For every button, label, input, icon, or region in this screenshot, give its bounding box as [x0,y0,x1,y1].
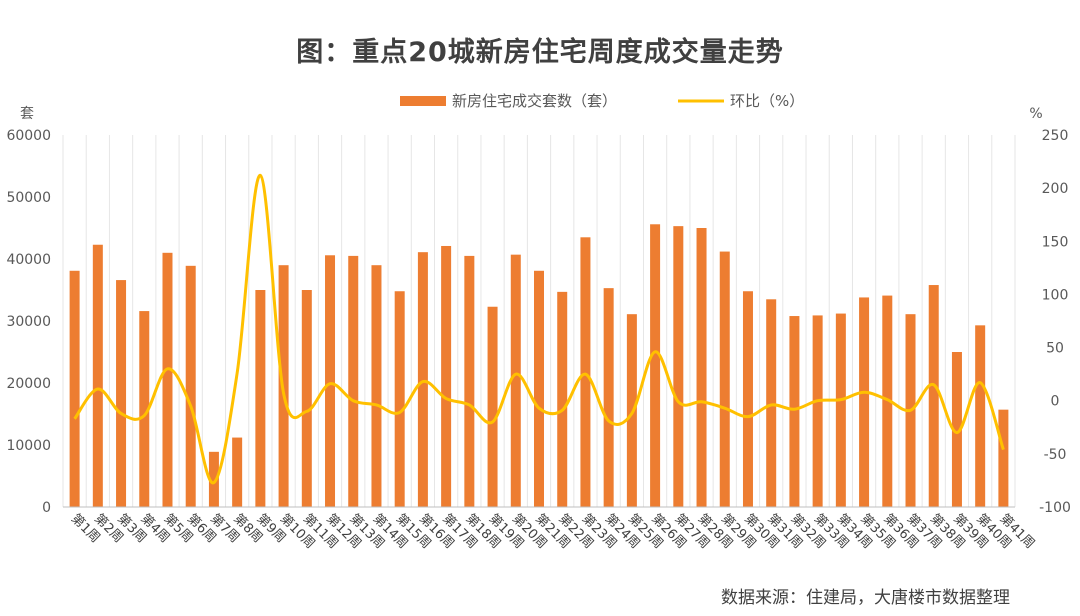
legend: 新房住宅成交套数（套） 环比（%） [400,92,804,110]
bar [835,313,846,507]
bar [951,352,962,507]
bar [766,299,777,507]
bar [859,297,870,507]
y-right-tick-label: 200 [1042,181,1069,197]
bar [232,437,243,507]
bar [650,224,661,507]
bar-series [69,224,1009,508]
y-left-tick-label: 20000 [6,376,51,392]
bar [998,409,1009,507]
y-left-tick-label: 10000 [6,438,51,454]
chart-title: 图：重点20城新房住宅周度成交量走势 [296,37,784,68]
bar [603,288,614,507]
y-left-tick-label: 60000 [6,128,51,144]
y-left-tick-label: 0 [42,500,51,516]
bar [789,316,800,507]
bar [162,252,173,507]
y-left-tick-label: 50000 [6,190,51,206]
line-path [73,173,1005,485]
bar [348,255,359,507]
legend-swatch-bar [400,96,446,106]
y-right-tick-label: 150 [1042,234,1069,250]
y-right-tick-label: 100 [1042,287,1069,303]
line-series [73,173,1005,485]
bar [464,255,475,507]
gridlines [62,135,1016,507]
bar [208,451,219,507]
bar [975,325,986,507]
bar [301,290,312,507]
bar [325,255,336,507]
bar [696,228,707,507]
bar [139,311,150,507]
bar [185,265,196,507]
y-left-tick-label: 30000 [6,314,51,330]
bar [557,291,568,507]
y-right-tick-label: 0 [1051,394,1060,410]
bar [742,291,753,507]
bar [116,280,127,507]
bar [487,306,498,507]
y-right-unit: % [1029,106,1042,122]
bar [92,244,103,508]
bar [534,270,544,507]
bar [673,226,684,507]
bar [882,295,893,507]
bar [371,265,382,507]
y-right-tick-label: 50 [1046,341,1064,357]
legend-label-line: 环比（%） [730,92,804,110]
y-right-tick-label: -50 [1044,447,1067,463]
y-left-unit: 套 [20,106,34,122]
bar [928,285,939,507]
bar [417,252,428,507]
bar [69,270,80,507]
bar [441,245,452,508]
y-right-tick-label: 250 [1042,128,1069,144]
bar [812,315,823,507]
bar [719,251,730,507]
legend-label-bar: 新房住宅成交套数（套） [452,92,617,110]
bar [580,237,591,508]
y-right-tick-label: -100 [1039,500,1071,516]
bar [394,291,405,507]
bar [255,290,266,507]
bar [510,254,521,507]
source-note: 数据来源：住建局，大唐楼市数据整理 [721,588,1010,608]
y-left-tick-label: 40000 [6,252,51,268]
